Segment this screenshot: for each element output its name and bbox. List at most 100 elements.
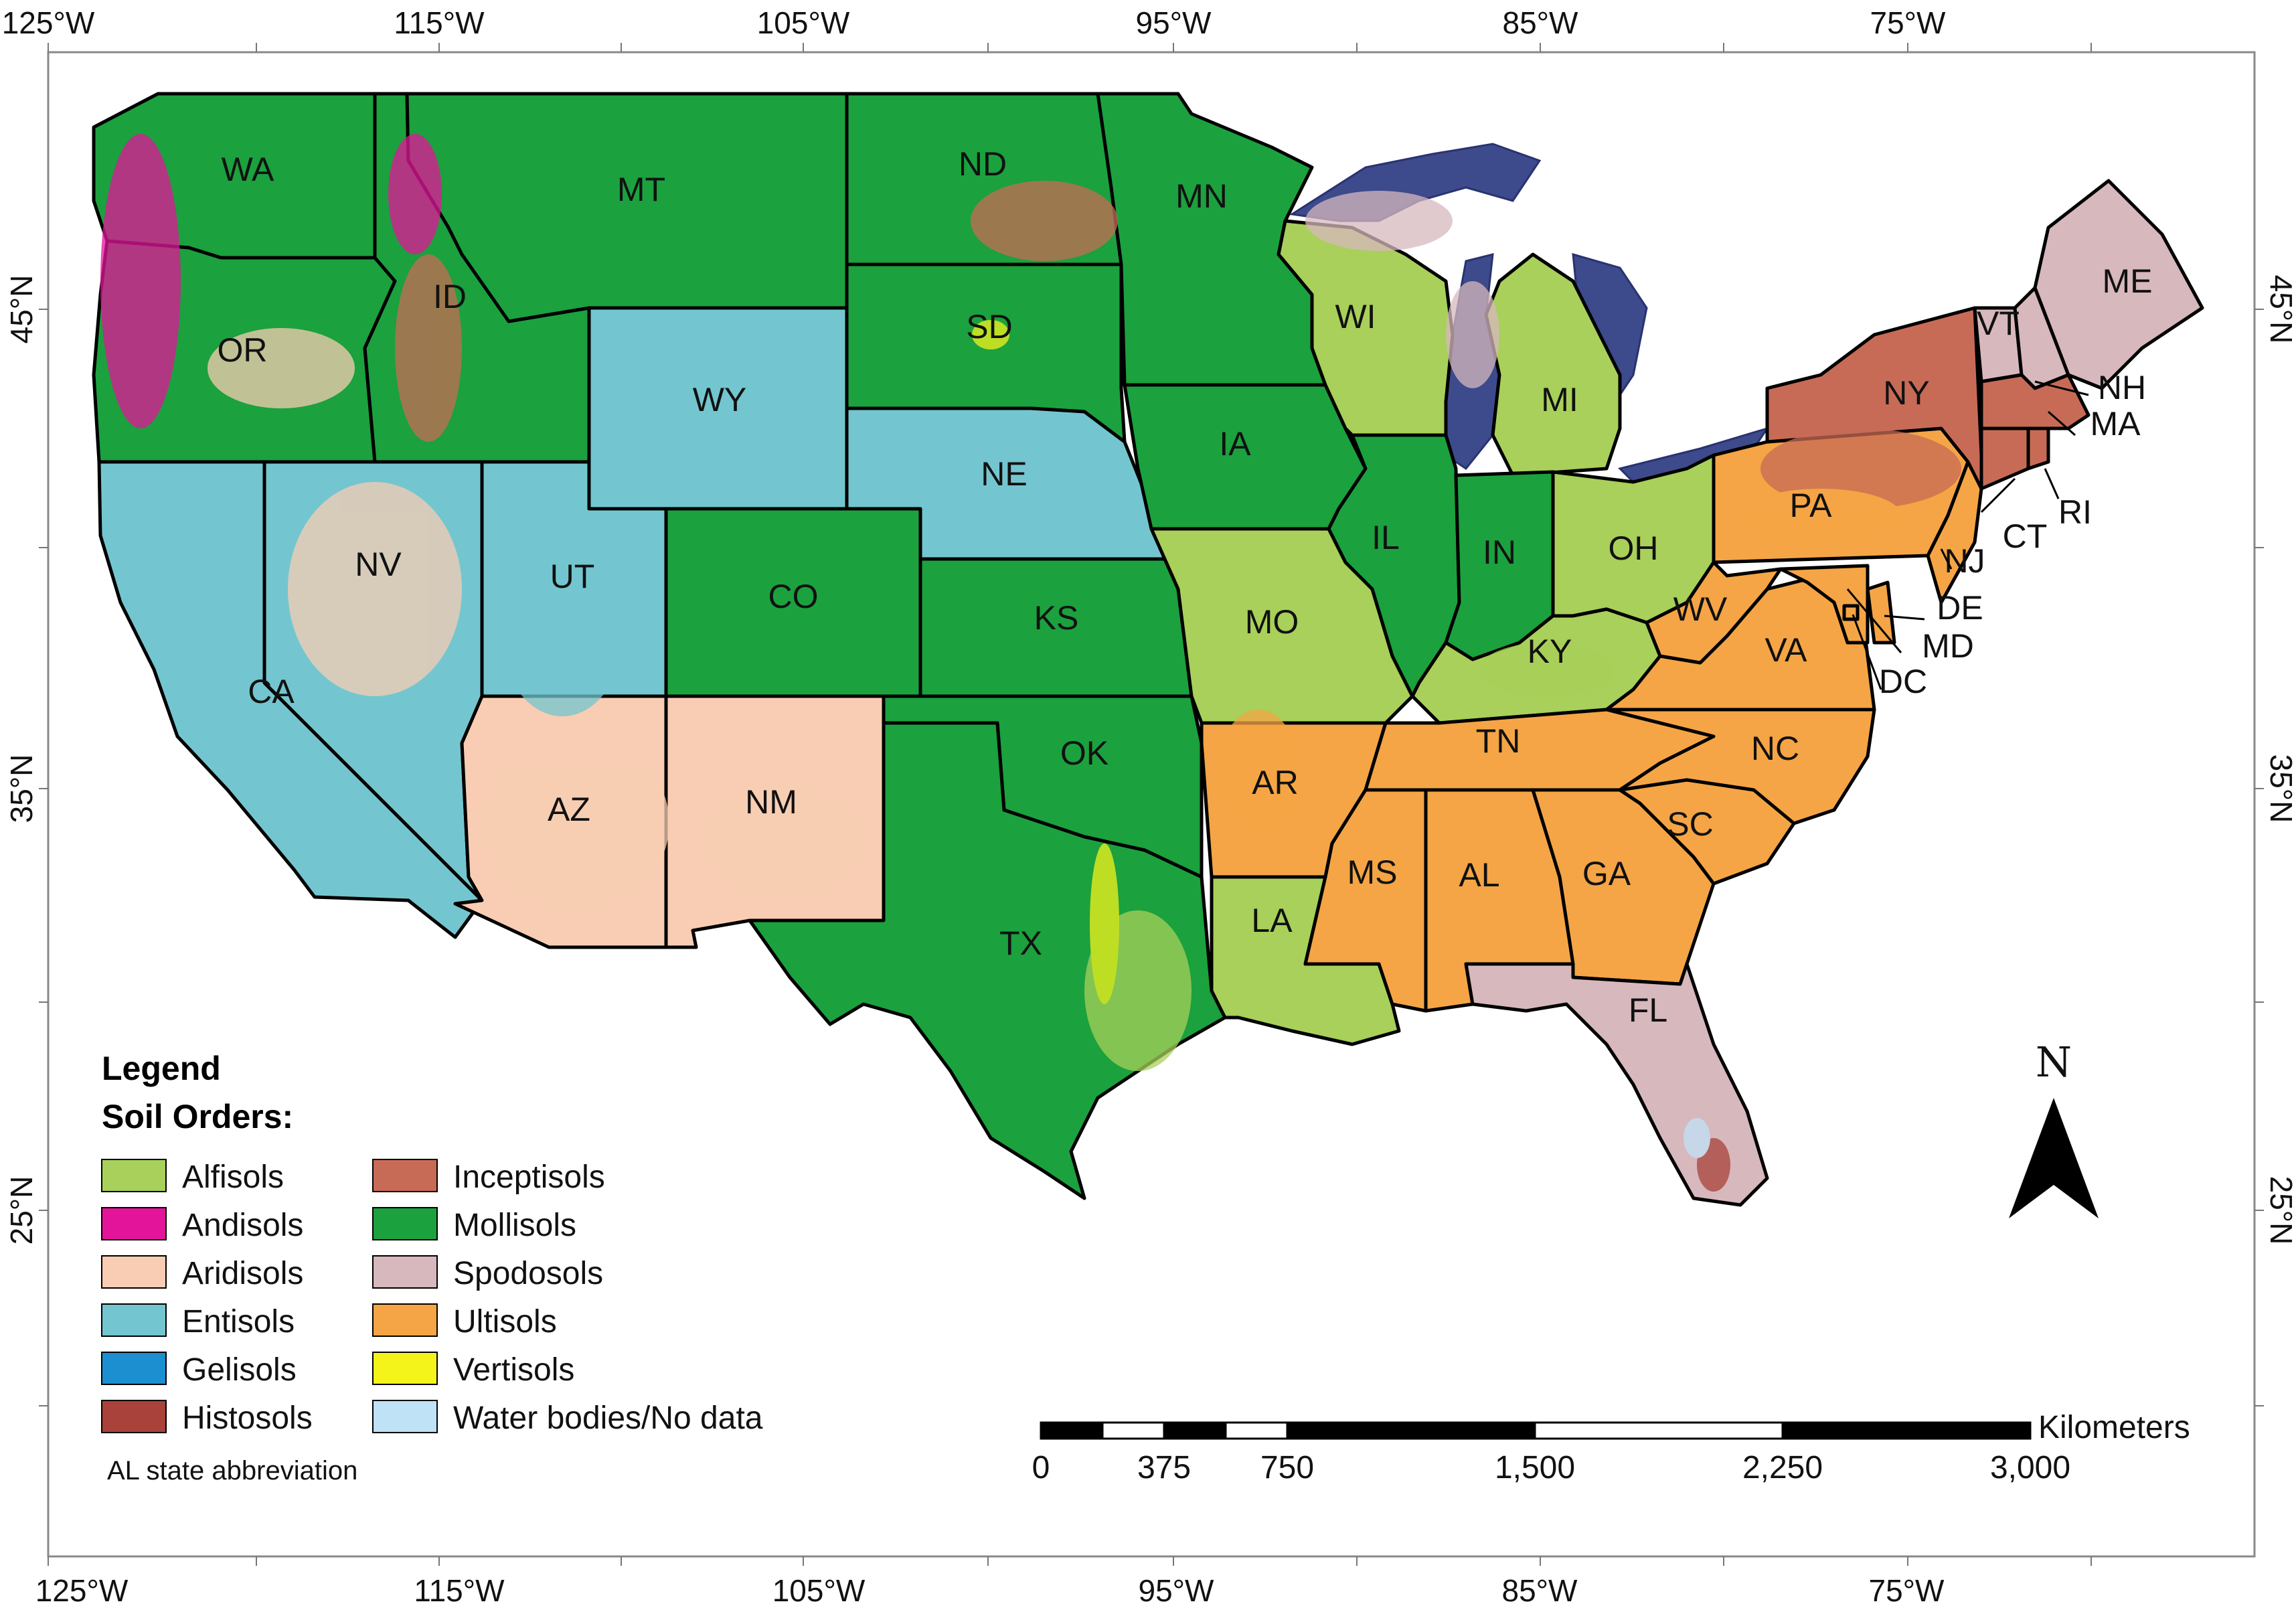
lon-label: 115°W <box>394 5 485 40</box>
state-label-nh: NH <box>2098 369 2146 406</box>
lat-label: 35°N <box>2264 754 2296 823</box>
scale-tick: 0 <box>1032 1450 1050 1485</box>
state-label-mn: MN <box>1175 177 1228 215</box>
state-DC <box>1842 604 1860 621</box>
state-label-wv: WV <box>1673 590 1728 628</box>
state-label-ri: RI <box>2058 493 2092 531</box>
entisols-patch <box>636 361 810 495</box>
state-label-ms: MS <box>1347 854 1398 891</box>
legend-swatch <box>372 1303 438 1337</box>
legend-subtitle: Soil Orders: <box>102 1098 293 1135</box>
lon-label: 105°W <box>757 5 850 40</box>
lon-label: 75°W <box>1870 5 1947 40</box>
state-RI <box>2026 426 2050 471</box>
state-label-va: VA <box>1765 631 1808 669</box>
leader-line-ma <box>2048 410 2076 436</box>
lat-label: 45°N <box>4 275 39 344</box>
legend-label: Entisols <box>182 1304 295 1340</box>
lon-label: 75°W <box>1869 1573 1945 1608</box>
scale-bar: Kilometers 0 375 750 1,500 2,250 3,000 <box>1032 1410 2190 1485</box>
state-label-wi: WI <box>1335 298 1376 335</box>
lon-label: 95°W <box>1139 1573 1215 1608</box>
leader-line-nj <box>1940 548 1953 570</box>
scale-tick: 3,000 <box>1990 1450 2070 1485</box>
state-label-nj: NJ <box>1944 542 1985 580</box>
state-label-id: ID <box>433 278 467 315</box>
lon-label: 105°W <box>772 1573 866 1608</box>
state-label-or: OR <box>218 331 268 369</box>
state-label-tn: TN <box>1476 722 1521 760</box>
scale-tick: 750 <box>1260 1450 1314 1485</box>
state-label-md: MD <box>1922 627 1974 665</box>
aridisols-patch <box>208 328 355 408</box>
lat-label: 45°N <box>2264 275 2296 344</box>
state-label-oh: OH <box>1609 530 1659 567</box>
lat-label: 25°N <box>2264 1176 2296 1245</box>
state-label-ok: OK <box>1060 734 1109 772</box>
leader-line-dc <box>1852 614 1882 690</box>
state-MD <box>1779 564 1870 645</box>
leader-line-ri <box>2044 468 2060 499</box>
state-label-sd: SD <box>966 308 1012 345</box>
state-label-nd: ND <box>959 145 1007 183</box>
state-label-pa: PA <box>1790 487 1833 524</box>
lon-label: 95°W <box>1136 5 1212 40</box>
state-label-mo: MO <box>1245 603 1299 641</box>
vertisols-patch <box>972 320 1009 349</box>
legend-swatch <box>101 1159 167 1192</box>
legend-label: Mollisols <box>453 1208 576 1243</box>
state-label-ga: GA <box>1582 855 1631 892</box>
legend-label: Gelisols <box>182 1352 297 1388</box>
state-label-sc: SC <box>1667 805 1713 843</box>
legend-swatch <box>372 1207 438 1240</box>
scale-tick: 2,250 <box>1742 1450 1823 1485</box>
state-label-ny: NY <box>1883 374 1929 412</box>
aridisols-patch <box>703 783 864 904</box>
state-label-de: DE <box>1937 589 1983 627</box>
state-label-wy: WY <box>693 381 747 418</box>
legend-swatch <box>372 1255 438 1289</box>
scale-segment <box>1101 1421 1165 1440</box>
lon-label: 85°W <box>1503 5 1579 40</box>
leader-line-md <box>1846 588 1902 653</box>
legend-swatch <box>101 1207 167 1240</box>
state-label-dc: DC <box>1879 663 1927 700</box>
entisols-patch <box>502 556 623 716</box>
spodosols-patch <box>1446 281 1499 388</box>
legend-title: Legend <box>102 1050 221 1087</box>
leader-line-nh <box>2034 380 2089 396</box>
lat-label: 25°N <box>4 1176 39 1245</box>
state-label-ut: UT <box>550 558 595 595</box>
state-MI <box>1484 252 1622 477</box>
legend-label: Water bodies/No data <box>453 1400 763 1436</box>
lon-label: 85°W <box>1502 1573 1578 1608</box>
scale-segment <box>1040 1421 1104 1440</box>
legend-items: Alfisols Andisols Aridisols Entisols Gelisol… <box>101 1159 763 1436</box>
state-labels: WA OR CA ID NV UT AZ MT WY CO NM ND SD NE KS OK TX MN IA MO… <box>218 145 2153 1029</box>
alfisols-patch <box>1479 643 1613 696</box>
scale-tick: 1,500 <box>1495 1450 1575 1485</box>
state-label-wa: WA <box>222 151 274 188</box>
legend-label: Histosols <box>182 1400 313 1436</box>
scale-unit: Kilometers <box>2038 1410 2190 1445</box>
scale-segment <box>1224 1421 1289 1440</box>
andisols-patch <box>388 134 442 254</box>
state-label-az: AZ <box>548 791 590 828</box>
state-label-ct: CT <box>2003 517 2048 555</box>
state-label-nc: NC <box>1751 730 1799 767</box>
vertisols-patch <box>1090 843 1119 1004</box>
state-WV <box>1645 560 1783 665</box>
legend-swatch <box>372 1352 438 1385</box>
aridisols-patch <box>482 736 669 910</box>
legend-swatch <box>372 1159 438 1192</box>
state-label-ma: MA <box>2090 405 2141 442</box>
state-label-vt: VT <box>1977 305 2020 342</box>
state-label-ia: IA <box>1219 425 1251 463</box>
andisols-patch <box>100 134 181 428</box>
legend-label: Inceptisols <box>453 1159 605 1195</box>
state-label-ks: KS <box>1034 599 1079 637</box>
inceptisols-patch <box>395 254 462 442</box>
state-label-fl: FL <box>1629 991 1667 1029</box>
state-label-me: ME <box>2103 262 2153 300</box>
state-label-nm: NM <box>745 783 797 821</box>
